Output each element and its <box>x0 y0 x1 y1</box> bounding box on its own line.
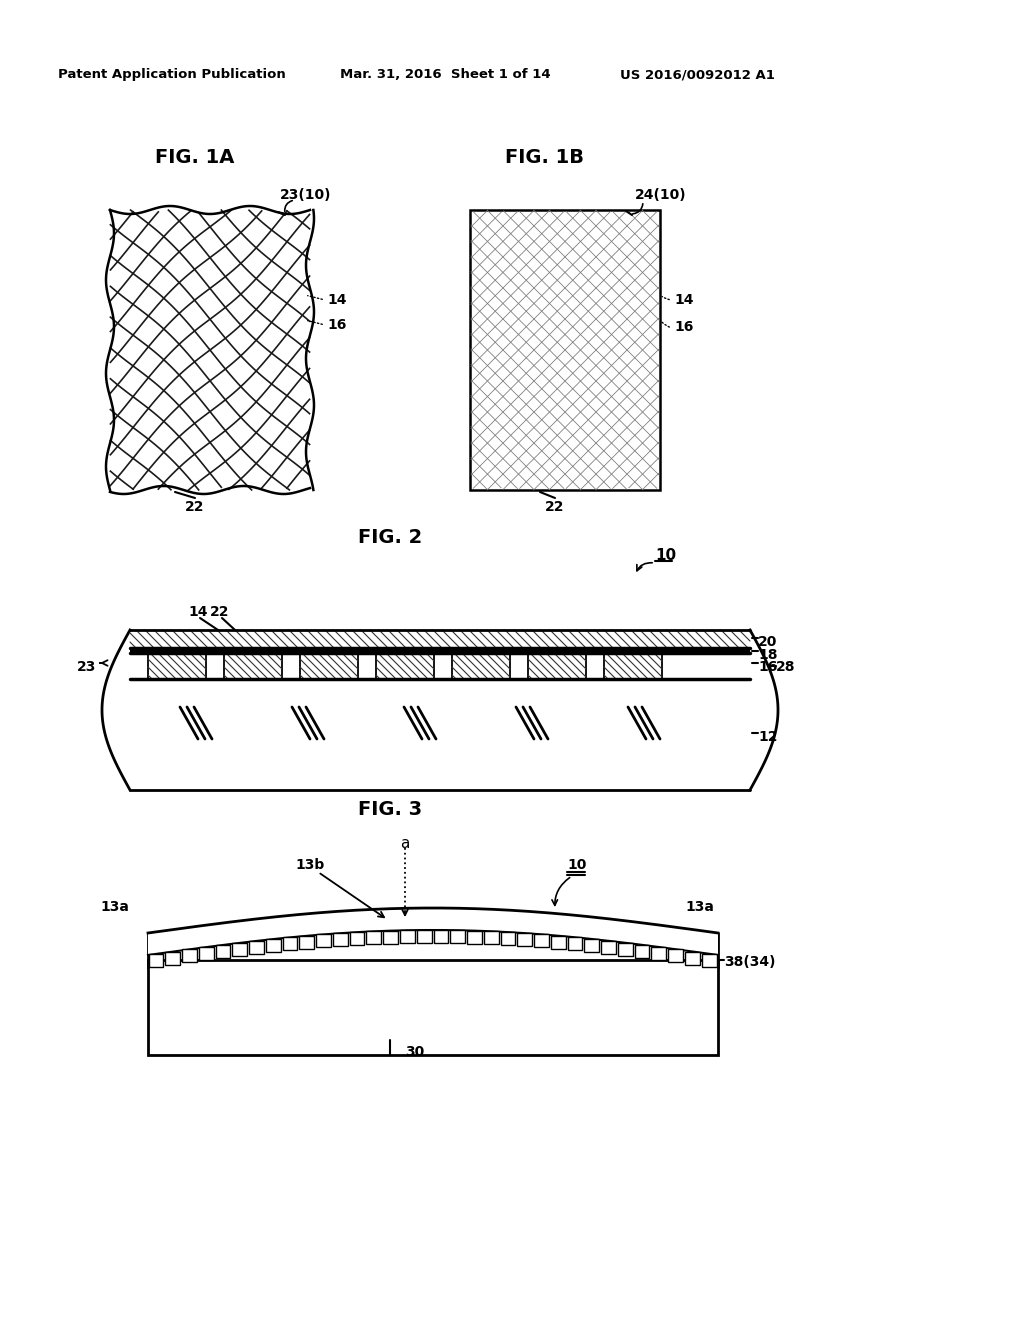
Text: 12: 12 <box>758 730 777 744</box>
Text: 38(34): 38(34) <box>724 954 775 969</box>
Bar <box>199 946 214 960</box>
Text: 23(10): 23(10) <box>280 187 332 202</box>
Bar <box>483 932 499 944</box>
Bar <box>216 945 230 958</box>
Text: a: a <box>400 836 410 851</box>
Bar <box>567 937 583 950</box>
Bar <box>585 939 599 952</box>
Text: 18: 18 <box>758 648 777 663</box>
Text: 20: 20 <box>758 635 777 649</box>
Bar <box>300 653 358 678</box>
Text: 13b: 13b <box>295 858 325 873</box>
Text: FIG. 1B: FIG. 1B <box>505 148 584 168</box>
Bar <box>701 954 717 966</box>
Bar <box>551 936 565 949</box>
Bar <box>148 960 718 1055</box>
Text: 13a: 13a <box>685 900 715 913</box>
Text: FIG. 1A: FIG. 1A <box>155 148 234 168</box>
Bar <box>651 946 667 960</box>
Bar <box>451 931 465 944</box>
Bar <box>669 949 683 962</box>
Bar <box>400 931 415 944</box>
Bar <box>130 630 750 648</box>
Bar <box>130 678 750 789</box>
Bar <box>299 936 314 949</box>
Text: 22: 22 <box>185 500 205 513</box>
Text: 22: 22 <box>210 605 229 619</box>
Bar <box>349 932 365 945</box>
Bar <box>367 932 381 944</box>
Bar <box>417 931 431 942</box>
Bar <box>535 935 549 948</box>
Polygon shape <box>148 908 718 954</box>
Text: 13a: 13a <box>100 900 129 913</box>
Bar <box>130 648 750 653</box>
Text: 14: 14 <box>188 605 208 619</box>
Bar <box>283 937 297 950</box>
Bar <box>266 939 281 952</box>
Text: 16: 16 <box>327 318 346 333</box>
Bar <box>148 653 206 678</box>
Bar <box>376 653 434 678</box>
Bar <box>685 952 699 965</box>
Text: FIG. 2: FIG. 2 <box>357 528 422 546</box>
Text: Patent Application Publication: Patent Application Publication <box>58 69 286 81</box>
Bar <box>635 945 649 958</box>
Text: 22: 22 <box>545 500 565 513</box>
Bar <box>224 653 282 678</box>
Bar <box>148 954 163 966</box>
Bar <box>433 931 449 942</box>
Text: 14: 14 <box>327 293 346 308</box>
Bar <box>316 935 331 948</box>
Text: 16: 16 <box>758 660 777 675</box>
Text: 30: 30 <box>406 1045 425 1059</box>
Bar <box>601 941 615 954</box>
Bar <box>604 653 662 678</box>
Text: 28: 28 <box>776 660 796 675</box>
Bar <box>165 952 180 965</box>
Bar <box>467 931 482 944</box>
Bar <box>470 210 660 490</box>
Text: Mar. 31, 2016  Sheet 1 of 14: Mar. 31, 2016 Sheet 1 of 14 <box>340 69 551 81</box>
Text: 16: 16 <box>674 319 693 334</box>
Text: 24(10): 24(10) <box>635 187 687 202</box>
Text: 23: 23 <box>77 660 96 675</box>
Text: 10: 10 <box>567 858 587 873</box>
Text: 10: 10 <box>655 548 676 564</box>
Bar <box>452 653 510 678</box>
Bar <box>383 931 398 944</box>
Bar <box>528 653 586 678</box>
Bar <box>249 941 264 954</box>
Text: 14: 14 <box>674 293 693 308</box>
Bar <box>182 949 197 962</box>
Bar <box>232 942 247 956</box>
Bar <box>517 933 532 946</box>
Bar <box>501 932 515 945</box>
Text: US 2016/0092012 A1: US 2016/0092012 A1 <box>620 69 775 81</box>
Bar <box>617 942 633 956</box>
Bar <box>333 933 348 946</box>
Text: FIG. 3: FIG. 3 <box>358 800 422 818</box>
